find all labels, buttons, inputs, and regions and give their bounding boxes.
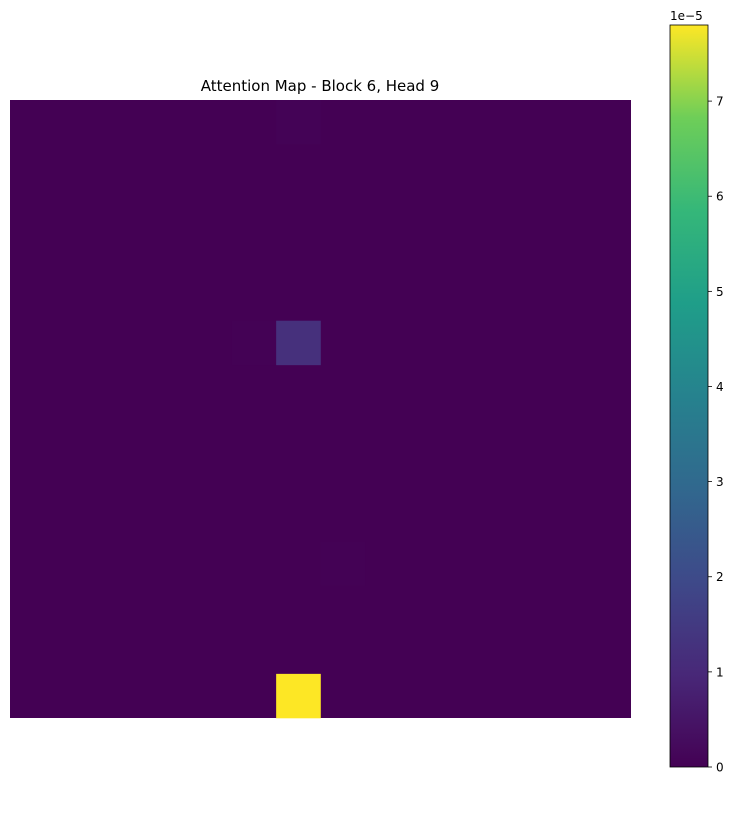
colorbar-tick-label: 5 [716,285,724,299]
heatmap-cell [276,100,321,145]
heatmap-background [10,100,631,718]
heatmap [10,100,631,719]
colorbar-gradient [669,24,709,768]
colorbar-tick-label: 3 [716,475,724,489]
colorbar-tick-label: 1 [716,665,724,679]
heatmap-cell [231,320,277,366]
colorbar-tick-label: 0 [716,761,724,775]
heatmap-cell [320,541,366,586]
colorbar-tick-label: 2 [716,570,724,584]
colorbar: 0 1 2 3 4 5 6 7 1e−5 [669,9,724,775]
heatmap-cell [276,320,321,366]
chart-title: Attention Map - Block 6, Head 9 [201,77,440,95]
heatmap-cell [276,673,321,719]
colorbar-multiplier: 1e−5 [670,9,703,23]
colorbar-tick-label: 4 [716,380,724,394]
colorbar-ticks: 0 1 2 3 4 5 6 7 [708,95,724,775]
colorbar-tick-label: 7 [716,95,724,109]
colorbar-tick-label: 6 [716,190,724,204]
